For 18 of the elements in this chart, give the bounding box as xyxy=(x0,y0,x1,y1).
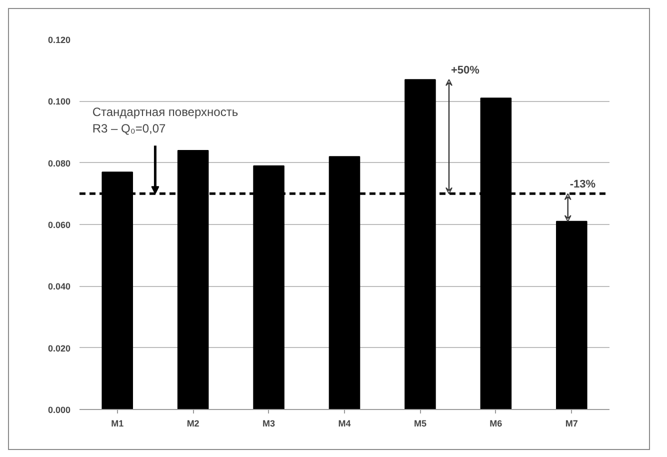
y-tick-label: 0.080 xyxy=(48,158,71,168)
ref-line-label: Стандартная поверхность R3 – Q₀=0,07 xyxy=(92,104,238,136)
x-tick-label: M1 xyxy=(111,418,124,428)
y-tick-label: 0.000 xyxy=(48,405,71,415)
y-tick-label: 0.040 xyxy=(48,282,71,292)
annotation: +50% xyxy=(450,64,480,77)
x-tick-label: M2 xyxy=(186,418,200,428)
x-tick-label: M3 xyxy=(262,418,276,428)
annotation: -13% xyxy=(570,178,596,191)
x-tick-label: M7 xyxy=(565,418,578,428)
bar xyxy=(556,220,588,410)
x-tick-label: M6 xyxy=(490,418,502,428)
y-tick-label: 0.100 xyxy=(48,96,71,107)
y-tick-label: 0.120 xyxy=(48,35,71,45)
y-tick-label: 0.020 xyxy=(48,343,71,354)
x-tick-label: M4 xyxy=(338,418,351,428)
x-tick-label: M5 xyxy=(414,418,426,428)
y-tick-label: 0.060 xyxy=(48,220,71,230)
